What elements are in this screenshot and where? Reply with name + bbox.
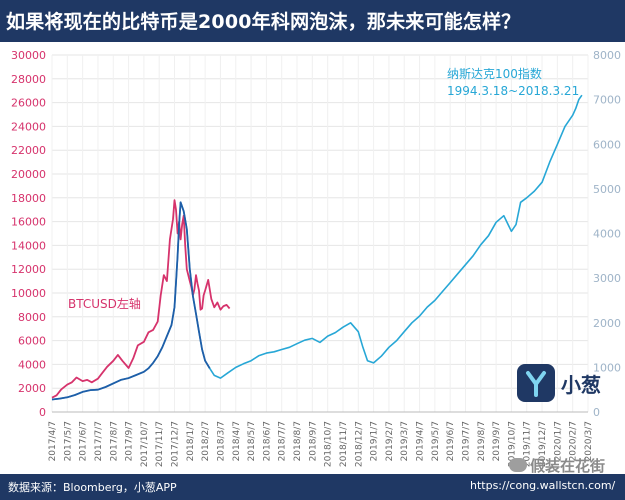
- x-tick-label: 2019/6/7: [446, 421, 456, 461]
- logo-y-icon: [526, 371, 546, 397]
- nasdaq-early-segment-line: [51, 201, 211, 401]
- x-tick-label: 2018/12/7: [354, 421, 364, 467]
- source-text: 数据来源：Bloomberg，小葱APP: [8, 481, 177, 494]
- x-tick-label: 2019/10/7: [507, 421, 517, 467]
- y-left-tick-label: 20000: [11, 168, 46, 181]
- y-right-tick-label: 1000: [593, 361, 621, 374]
- y-left-tick-label: 2000: [18, 382, 46, 395]
- x-tick-label: 2019/11/7: [523, 421, 533, 467]
- wechat-icon: [509, 458, 527, 472]
- y-left-tick-label: 10000: [11, 287, 46, 300]
- y-left-tick-label: 0: [39, 406, 46, 419]
- y-left-tick-label: 6000: [18, 335, 46, 348]
- x-tick-label: 2018/2/7: [201, 421, 211, 461]
- y-left-tick-label: 12000: [11, 263, 46, 276]
- y-left-tick-label: 14000: [11, 239, 46, 252]
- x-tick-label: 2019/5/7: [431, 421, 441, 461]
- x-tick-label: 2019/4/7: [416, 421, 426, 461]
- nasdaq-series-label: 纳斯达克100指数 1994.3.18~2018.3.21: [447, 66, 579, 100]
- y-left-tick-label: 24000: [11, 120, 46, 133]
- x-tick-label: 2019/8/7: [477, 421, 487, 461]
- x-tick-label: 2017/9/7: [125, 421, 135, 461]
- nasdaq-series-line: [51, 94, 583, 401]
- x-tick-label: 2019/9/7: [492, 421, 502, 461]
- y-right-tick-label: 7000: [593, 94, 621, 107]
- x-tick-label: 2018/7/7: [278, 421, 288, 461]
- x-tick-label: 2017/7/7: [94, 421, 104, 461]
- x-tick-label: 2017/8/7: [109, 421, 119, 461]
- x-tick-label: 2017/12/7: [171, 421, 181, 467]
- x-tick-label: 2018/4/7: [232, 421, 242, 461]
- x-tick-label: 2018/8/7: [293, 421, 303, 461]
- x-tick-label: 2018/3/7: [216, 421, 226, 461]
- y-left-tick-label: 16000: [11, 216, 46, 229]
- logo-text: 小葱: [561, 373, 601, 397]
- y-left-tick-label: 30000: [11, 49, 46, 62]
- x-tick-label: 2020/2/7: [569, 421, 579, 461]
- y-right-tick-label: 8000: [593, 49, 621, 62]
- x-tick-label: 2018/1/7: [186, 421, 196, 461]
- x-tick-label: 2020/3/7: [584, 421, 594, 461]
- x-tick-label: 2019/12/7: [538, 421, 548, 467]
- x-tick-label: 2018/5/7: [247, 421, 257, 461]
- watermark-text: 假装在花街: [530, 457, 606, 475]
- y-right-tick-label: 2000: [593, 317, 621, 330]
- x-tick-label: 2019/3/7: [400, 421, 410, 461]
- x-tick-label: 2017/6/7: [79, 421, 89, 461]
- y-left-tick-label: 26000: [11, 97, 46, 110]
- x-tick-label: 2018/9/7: [308, 421, 318, 461]
- x-tick-label: 2018/10/7: [324, 421, 334, 467]
- btc-series-line: [51, 199, 231, 399]
- y-right-tick-label: 3000: [593, 272, 621, 285]
- btc-series-label: BTCUSD左轴: [68, 297, 141, 311]
- y-left-tick-label: 28000: [11, 73, 46, 86]
- x-tick-label: 2017/10/7: [140, 421, 150, 467]
- footer-bar: [0, 474, 625, 500]
- x-tick-label: 2017/5/7: [63, 421, 73, 461]
- title-bar: [0, 0, 625, 42]
- nasdaq-label-line1: 纳斯达克100指数: [447, 67, 542, 81]
- x-tick-label: 2018/6/7: [262, 421, 272, 461]
- x-tick-label: 2019/7/7: [461, 421, 471, 461]
- y-right-tick-label: 0: [593, 406, 600, 419]
- x-tick-label: 2017/4/7: [48, 421, 58, 461]
- chart-title: 如果将现在的比特币是2000年科网泡沫，那未来可能怎样？: [6, 11, 521, 33]
- nasdaq-label-line2: 1994.3.18~2018.3.21: [447, 84, 580, 98]
- y-right-tick-label: 4000: [593, 228, 621, 241]
- y-right-tick-label: 6000: [593, 138, 621, 151]
- x-tick-label: 2018/11/7: [339, 421, 349, 467]
- x-tick-label: 2019/1/7: [370, 421, 380, 461]
- y-left-tick-label: 18000: [11, 192, 46, 205]
- y-left-tick-label: 8000: [18, 311, 46, 324]
- y-left-tick-label: 22000: [11, 144, 46, 157]
- xiaocong-logo-icon: [517, 364, 555, 402]
- source-url: https://cong.wallstcn.com/: [470, 479, 616, 492]
- y-left-tick-label: 4000: [18, 358, 46, 371]
- x-tick-label: 2017/11/7: [155, 421, 165, 467]
- x-tick-label: 2019/2/7: [385, 421, 395, 461]
- y-right-tick-label: 5000: [593, 183, 621, 196]
- x-tick-label: 2020/1/7: [553, 421, 563, 461]
